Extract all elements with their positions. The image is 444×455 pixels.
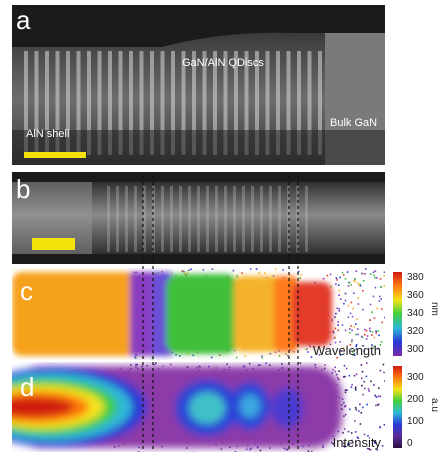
scale-bar-a bbox=[24, 152, 86, 158]
qdiscs-annotation: GaN/AlN QDiscs bbox=[182, 57, 264, 69]
intensity-map-label: Intensity bbox=[332, 435, 381, 450]
wavelength-tick-300: 300 bbox=[407, 344, 424, 355]
intensity-tick-0: 0 bbox=[407, 438, 413, 449]
wavelength-tick-360: 360 bbox=[407, 290, 424, 301]
aln-shell-annotation: AlN shell bbox=[26, 128, 70, 140]
wavelength-colorbar-gradient bbox=[393, 272, 402, 356]
panel-a-label: a bbox=[16, 5, 31, 35]
bulk-gan-annotation: Bulk GaN bbox=[330, 117, 378, 129]
panel-c-wavelength-map: c Wavelength bbox=[12, 268, 385, 360]
intensity-tick-200: 200 bbox=[407, 394, 424, 405]
panel-b-se-image: b bbox=[12, 172, 385, 264]
panel-a-graphic bbox=[12, 32, 385, 165]
panel-a-stem-image: a GaN/AlN QDiscs Bulk GaN AlN shell bbox=[12, 5, 385, 165]
panel-b-label: b bbox=[16, 174, 31, 204]
scale-bar-b bbox=[32, 238, 75, 250]
wavelength-tick-340: 340 bbox=[407, 308, 424, 319]
wavelength-tick-320: 320 bbox=[407, 326, 424, 337]
intensity-colorbar-gradient bbox=[393, 366, 402, 448]
intensity-tick-100: 100 bbox=[407, 416, 424, 427]
panel-d-intensity-map: d Intensity bbox=[12, 362, 385, 452]
intensity-unit: a.u bbox=[429, 398, 440, 412]
panel-b-graphic bbox=[12, 182, 385, 254]
panel-d-label: d bbox=[20, 372, 35, 402]
panel-c-graphic bbox=[12, 268, 385, 360]
panel-c-label: c bbox=[20, 276, 33, 306]
qdisc-stripes bbox=[24, 51, 322, 155]
intensity-tick-300: 300 bbox=[407, 372, 424, 383]
wavelength-map-label: Wavelength bbox=[312, 343, 381, 358]
panel-d-graphic bbox=[12, 362, 385, 452]
wavelength-tick-380: 380 bbox=[407, 272, 424, 283]
wavelength-unit: nm bbox=[429, 302, 440, 316]
